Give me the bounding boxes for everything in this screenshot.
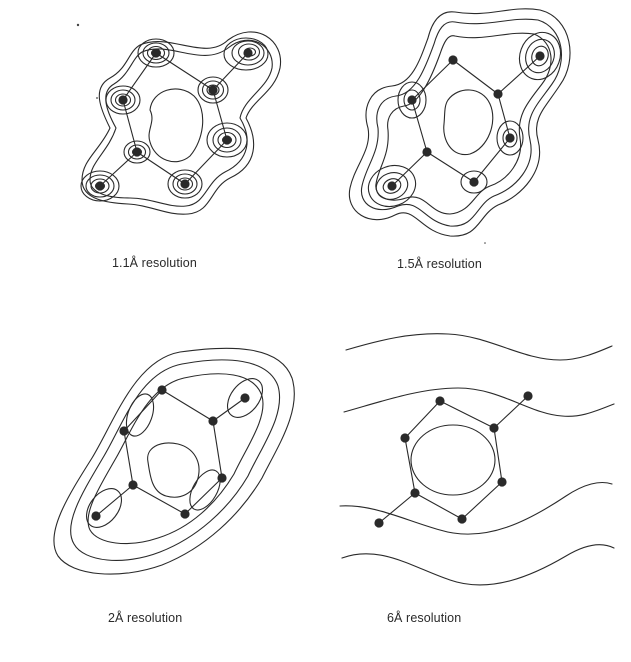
panel-1-atom-contour-4: [197, 76, 229, 104]
panel-4-caption: 6Å resolution: [387, 611, 462, 625]
panel-2-atom-contour-1: [518, 31, 562, 81]
panel-1-ring-contour: [148, 88, 204, 163]
panel-3-ring-contour: [147, 442, 200, 498]
panel-2-atoms: [387, 51, 545, 191]
panel-3-caption: 2Å resolution: [108, 611, 183, 625]
panel-2-atom-contour-4: [367, 164, 417, 208]
panel-4-wave-4: [341, 544, 615, 586]
panel-1-contours: [80, 31, 282, 215]
panel-6-angstrom: [339, 333, 615, 586]
panel-1-atoms: [95, 48, 253, 191]
panel-4-wave-1: [345, 333, 613, 361]
panel-3-atom-contour-4: [189, 469, 221, 511]
panel-2-atom-contour-2: [397, 81, 427, 119]
panel-2-atom-contour-3: [496, 120, 524, 156]
panel-1-1-angstrom: [80, 31, 282, 215]
panel-4-ring-contour: [410, 424, 496, 496]
panel-4-bonds: [378, 395, 529, 524]
panel-4-wave-3: [339, 481, 613, 535]
panel-2-atom-contour-5: [460, 170, 488, 194]
panel-1-caption: 1.1Å resolution: [112, 256, 197, 270]
panel-4-wave-2: [343, 387, 615, 417]
panel-1-5-angstrom: [348, 8, 571, 237]
panel-3-contours: [53, 347, 295, 575]
panel-3-atoms: [91, 385, 250, 521]
panel-2-contours: [348, 8, 571, 237]
stray-marks: [76, 23, 486, 244]
panel-2-caption: 1.5Å resolution: [397, 257, 482, 271]
panel-2-ring-contour: [443, 89, 494, 156]
panel-3-atom-contour-3: [125, 393, 155, 437]
panel-3-atom-contour-2: [85, 488, 123, 528]
panel-4-atoms: [374, 391, 533, 528]
panel-4-contours: [339, 333, 615, 586]
panel-1-atom-contour-2: [223, 37, 269, 71]
panel-2-angstrom: [53, 347, 295, 575]
panel-1-bonds: [99, 52, 249, 187]
panel-2-bonds: [391, 55, 541, 187]
panel-3-atom-contour-1: [226, 378, 264, 418]
